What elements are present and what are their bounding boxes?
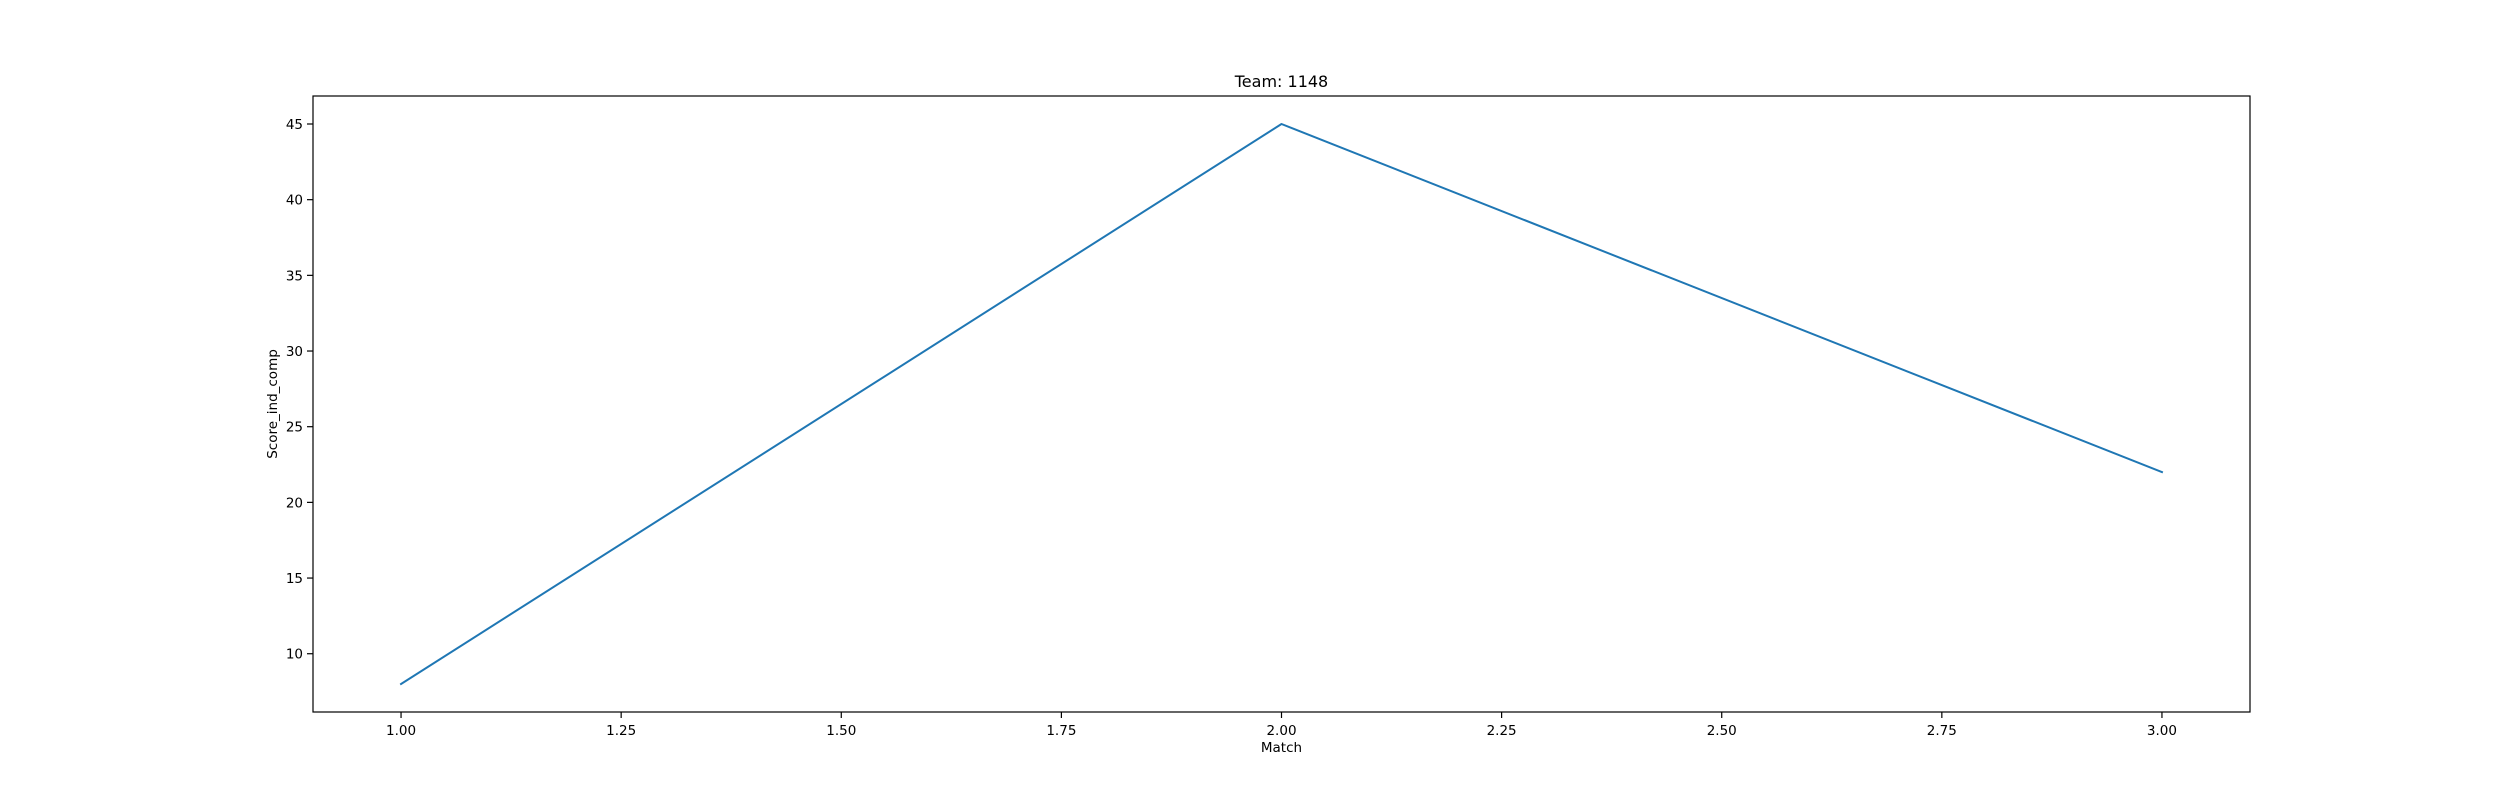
y-tick-label: 40 [286, 193, 303, 209]
x-axis-ticks: 1.00 1.25 1.50 1.75 2.00 2.25 2.50 2.75 3.00 [386, 712, 2177, 739]
x-tick-label: 2.00 [1266, 723, 1296, 739]
chart-title: Team: 1148 [1234, 72, 1328, 91]
y-axis-ticks: 10 15 20 25 30 35 40 45 [286, 117, 313, 663]
y-tick-label: 45 [286, 117, 303, 133]
y-axis-label: Score_ind_comp [265, 349, 281, 459]
x-tick-label: 1.25 [606, 723, 636, 739]
y-tick-label: 35 [286, 268, 303, 284]
x-tick-label: 2.50 [1707, 723, 1737, 739]
x-tick-label: 2.25 [1487, 723, 1517, 739]
series-line-0 [399, 123, 2164, 686]
y-tick-label: 10 [286, 647, 303, 663]
y-tick-label: 15 [286, 571, 303, 587]
x-tick-label: 2.75 [1927, 723, 1957, 739]
y-tick-label: 25 [286, 420, 303, 436]
y-tick-label: 30 [286, 344, 303, 360]
x-tick-label: 1.50 [826, 723, 856, 739]
x-axis-label: Match [1261, 740, 1302, 756]
x-tick-label: 3.00 [2147, 723, 2177, 739]
y-tick-label: 20 [286, 495, 303, 511]
x-tick-label: 1.00 [386, 723, 416, 739]
x-tick-label: 1.75 [1046, 723, 1076, 739]
